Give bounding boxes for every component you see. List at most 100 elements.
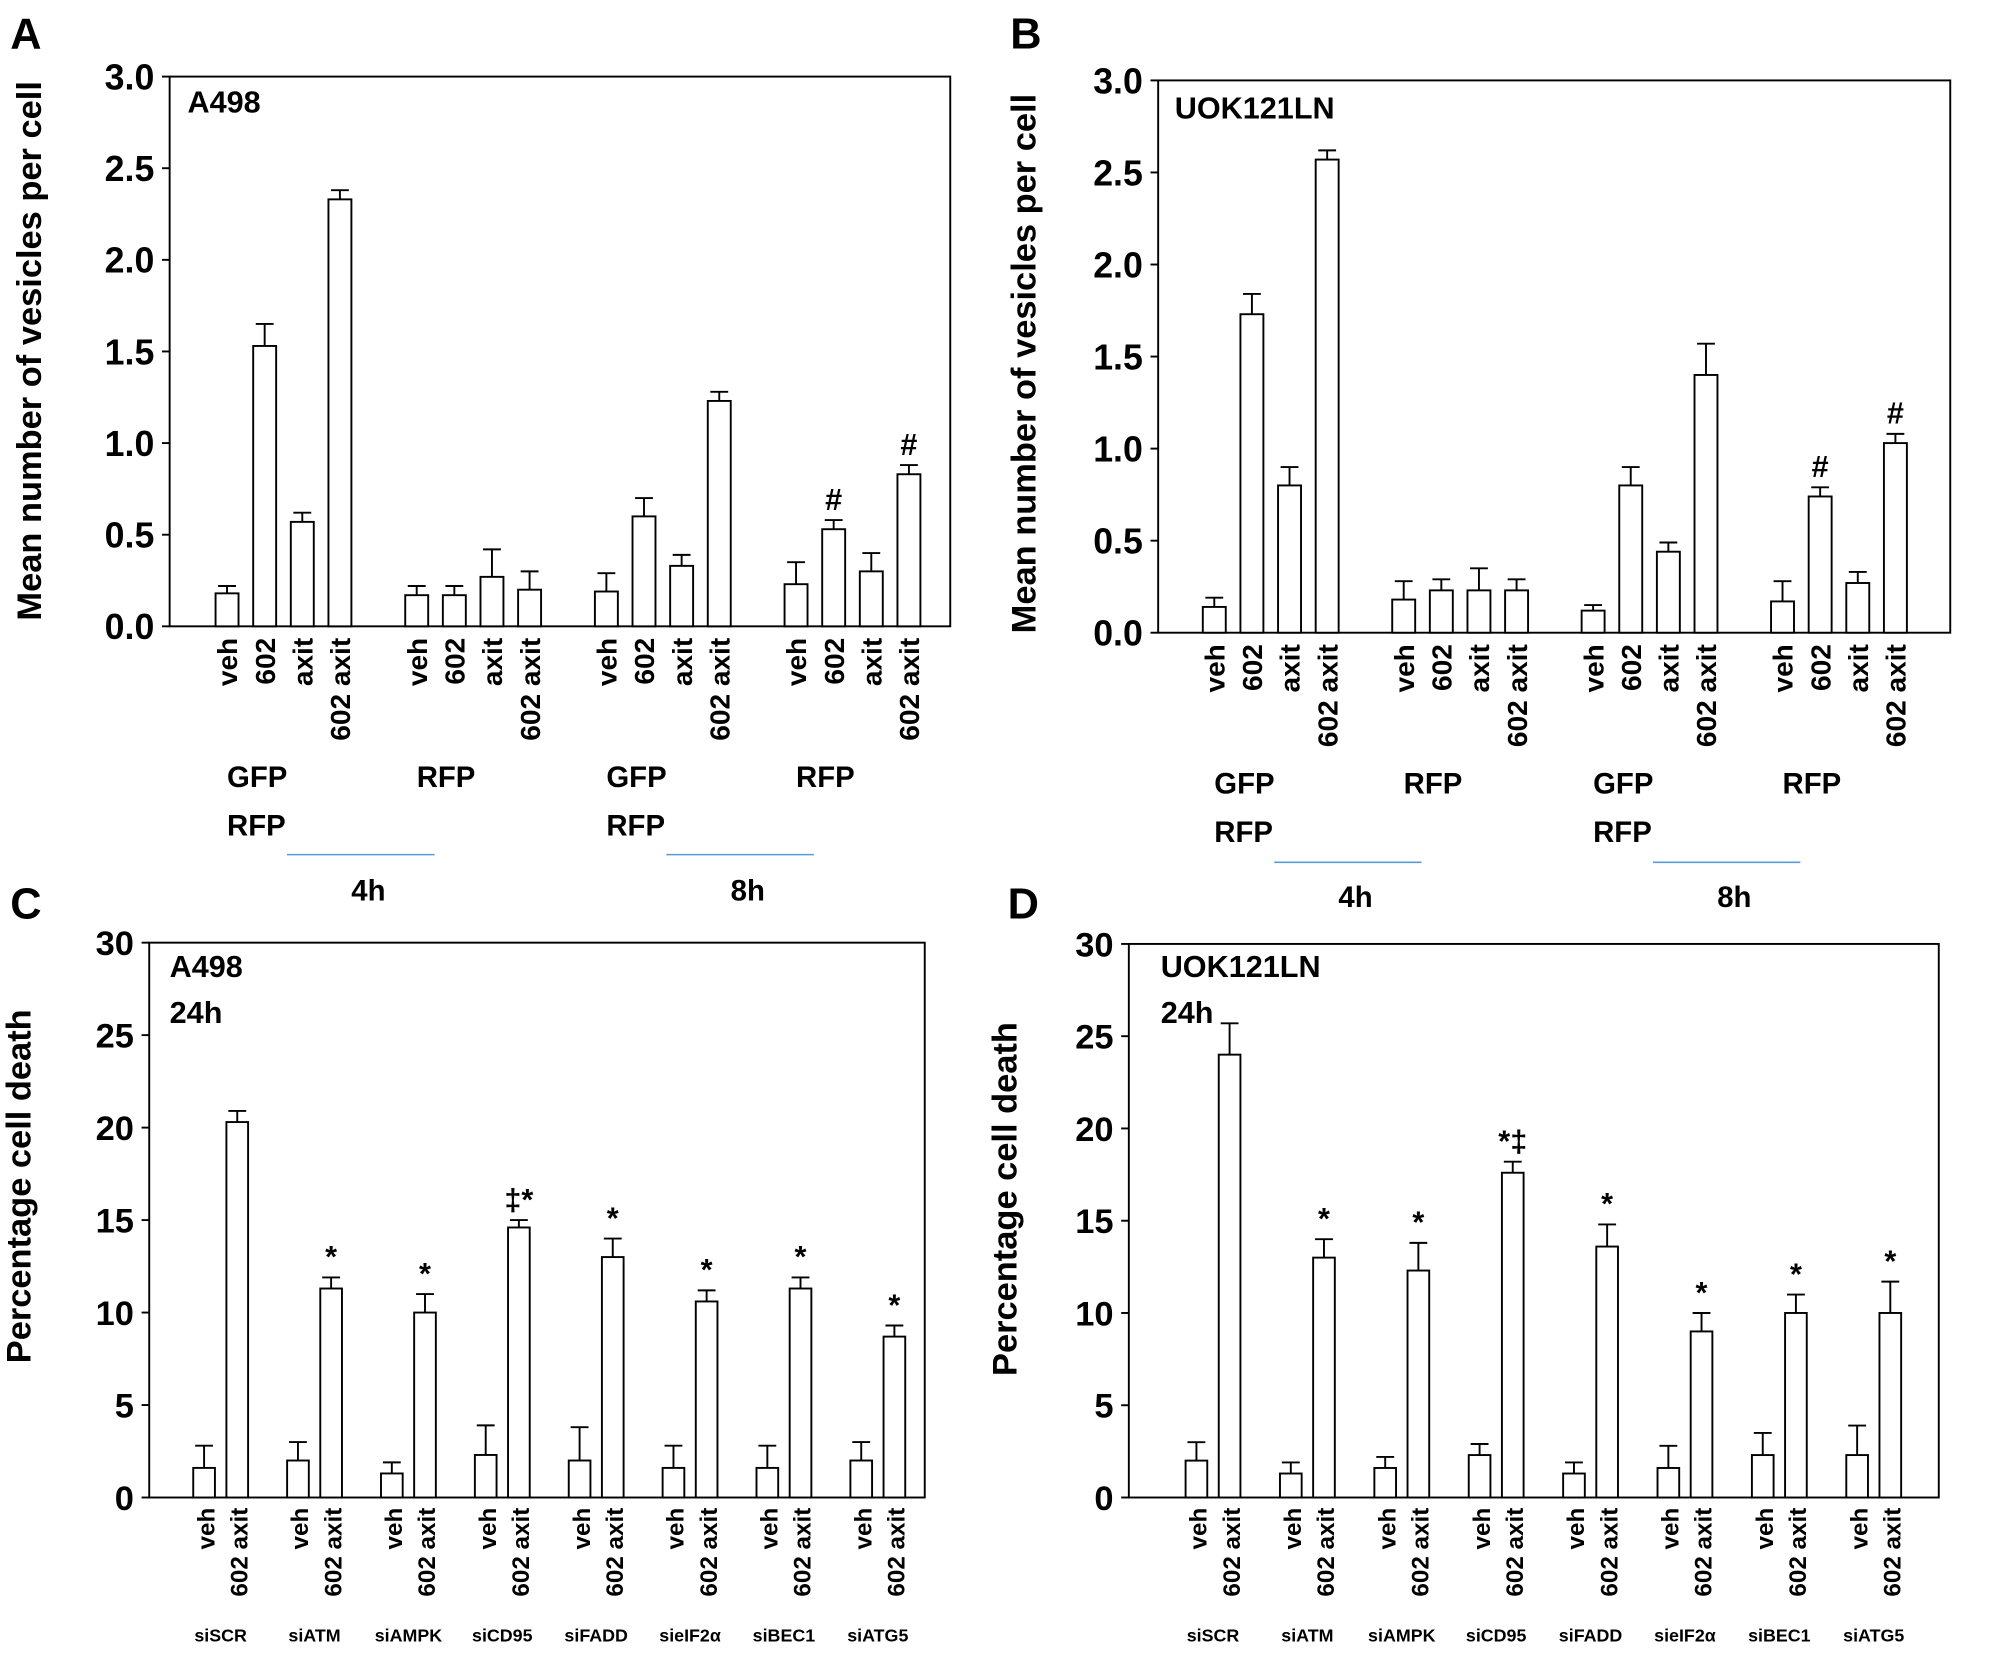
error-bar [1281, 1461, 1300, 1474]
x-tick-label: 602 axit [704, 638, 735, 741]
bar [479, 575, 505, 628]
error-bar [1598, 1223, 1617, 1247]
y-tick-label: 2.5 [1093, 153, 1143, 193]
x-tick-label: veh [1846, 1508, 1873, 1550]
x-tick-label: 602 axit [1312, 644, 1343, 747]
x-tick-label: veh [475, 1508, 502, 1550]
group-label: GFP [1593, 767, 1653, 800]
x-tick-label: 602 axit [1219, 1508, 1246, 1597]
bar [1845, 582, 1871, 634]
x-tick-label: 602 axit [1596, 1508, 1623, 1597]
x-tick-label: 602 [1805, 644, 1836, 691]
bar-annotation: * [795, 1240, 807, 1274]
group-label: siATM [288, 1626, 340, 1646]
error-bar [1280, 466, 1299, 486]
x-tick-label: veh [663, 1508, 690, 1550]
bar-annotation: ‡* [504, 1183, 533, 1217]
x-tick-label: axit [477, 638, 508, 686]
inset-label: 24h [170, 996, 223, 1030]
y-tick-label: 1.0 [1093, 429, 1143, 469]
bar-annotation: * [607, 1201, 619, 1235]
x-tick-label: 602 axit [1313, 1508, 1340, 1597]
bar [1882, 442, 1908, 634]
error-bar [322, 1276, 341, 1289]
bar [1770, 600, 1795, 634]
y-tick-label: 3.0 [105, 57, 155, 97]
x-tick-label: 602 axit [1880, 1508, 1907, 1597]
error-bar [1315, 1238, 1333, 1258]
error-bar [1786, 1293, 1805, 1313]
bar [593, 590, 619, 628]
bar-annotation: * [325, 1240, 337, 1274]
bar [669, 564, 695, 628]
x-tick-label: 602 axit [1502, 644, 1533, 747]
y-tick-label: 2.0 [105, 241, 155, 281]
error-bar [710, 390, 729, 401]
y-axis-label: Percentage cell death [1, 1009, 39, 1363]
bar [1314, 158, 1340, 634]
bar [1217, 1053, 1242, 1499]
group-label: GFP [1214, 767, 1274, 800]
bar-annotation: * [1318, 1202, 1330, 1236]
group-label: sieIF2α [1654, 1626, 1716, 1646]
y-tick-label: 3.0 [1093, 61, 1143, 101]
error-bar [570, 1426, 589, 1461]
x-tick-label: 602 axit [508, 1508, 535, 1597]
y-tick-label: 0.0 [105, 607, 155, 647]
bar-annotation: * [888, 1288, 900, 1322]
x-tick-label: veh [569, 1508, 596, 1550]
error-bar [758, 1444, 777, 1468]
bar [1373, 1467, 1398, 1499]
x-tick-label: veh [1389, 644, 1420, 692]
y-tick-label: 2.0 [1093, 245, 1143, 285]
x-tick-label: 602 [629, 638, 660, 685]
error-bar [1697, 342, 1715, 375]
time-label: 4h [1338, 881, 1372, 914]
x-tick-label: 602 axit [414, 1508, 441, 1597]
x-tick-label: veh [212, 638, 243, 686]
error-bar [218, 585, 236, 594]
bar [1562, 1472, 1586, 1499]
error-bar [862, 552, 881, 572]
group-label: siCD95 [1466, 1626, 1527, 1646]
bar-annotation: # [1887, 397, 1904, 431]
x-tick-label: veh [402, 638, 433, 686]
error-bar [1432, 578, 1451, 591]
error-bar [1376, 1455, 1395, 1468]
x-tick-label: veh [1563, 1508, 1590, 1550]
error-bar [597, 572, 616, 592]
error-bar [1753, 1431, 1772, 1456]
x-tick-label: 602 axit [696, 1508, 723, 1597]
x-tick-label: 602 axit [1881, 644, 1912, 747]
error-bar [330, 189, 349, 200]
error-bar [672, 553, 691, 566]
y-tick-label: 2.5 [105, 149, 155, 189]
bar-annotation: # [1812, 450, 1829, 484]
y-tick-label: 30 [96, 925, 134, 963]
y-tick-label: 0.5 [1093, 522, 1143, 562]
error-bar [1886, 432, 1905, 444]
error-bar [1848, 570, 1867, 584]
error-bar [476, 1424, 495, 1455]
bar [1845, 1454, 1869, 1499]
group-label: RFP [606, 810, 665, 843]
bar [1656, 1467, 1681, 1499]
bar [567, 1459, 592, 1499]
group-label: siATG5 [847, 1626, 908, 1646]
bar [858, 570, 884, 628]
y-tick-label: 0.5 [105, 516, 155, 556]
error-bar [1318, 149, 1337, 160]
x-tick-label: veh [1280, 1508, 1307, 1550]
group-label: sieIF2α [659, 1626, 721, 1646]
bar [600, 1256, 625, 1499]
x-tick-label: veh [1768, 644, 1799, 692]
error-bar [445, 585, 464, 596]
bar [252, 345, 278, 628]
bar [286, 1459, 310, 1499]
bar [1655, 550, 1681, 634]
error-bar [664, 1444, 683, 1468]
group-label: RFP [1593, 816, 1652, 849]
bar [1184, 1459, 1209, 1499]
x-tick-label: veh [1658, 1508, 1685, 1550]
bar [1504, 589, 1530, 634]
